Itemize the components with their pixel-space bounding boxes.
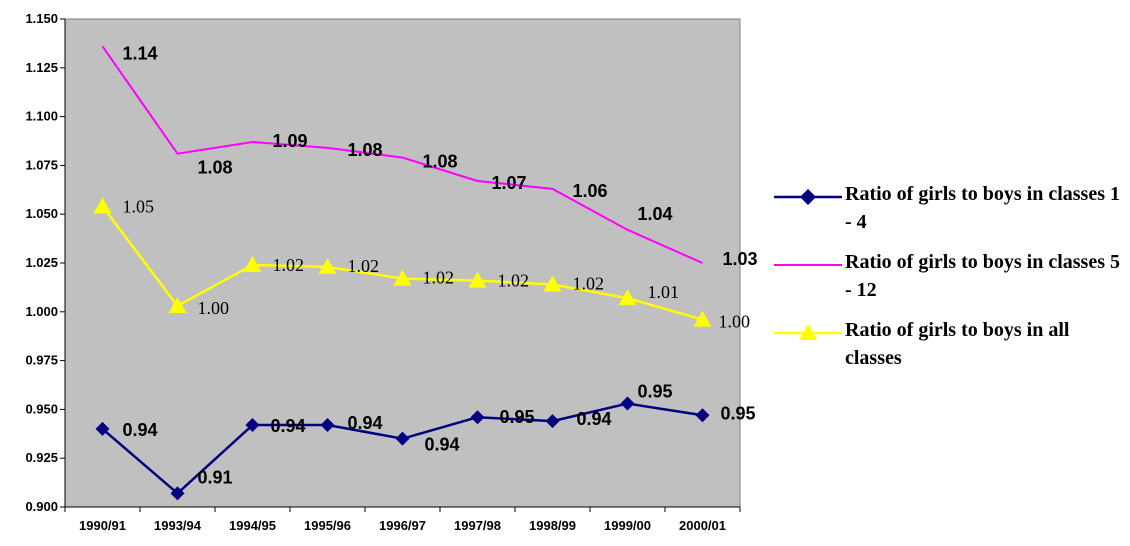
x-ticks: 1990/91 1993/94 1994/95 1995/96 1996/97 1997/… bbox=[64, 507, 741, 533]
data-label: 1.02 bbox=[573, 273, 605, 293]
triangle-marker bbox=[618, 289, 637, 306]
data-label: 0.94 bbox=[425, 435, 460, 455]
diamond-marker bbox=[470, 410, 485, 425]
diamond-marker bbox=[695, 408, 710, 423]
y-tick-label: 0.975 bbox=[25, 353, 58, 368]
x-tick-label: 1998/99 bbox=[529, 518, 576, 533]
data-label: 1.08 bbox=[348, 140, 383, 160]
data-label: 1.05 bbox=[123, 196, 155, 216]
triangle-marker bbox=[243, 255, 262, 272]
x-tick-label: 1997/98 bbox=[454, 518, 501, 533]
y-tick-label: 1.025 bbox=[25, 255, 58, 270]
data-labels: 0.94 0.91 0.94 0.94 0.94 0.95 0.94 0.95 0.95 1.14… bbox=[123, 43, 758, 487]
data-label: 1.00 bbox=[198, 298, 230, 318]
data-label: 0.94 bbox=[271, 416, 306, 436]
data-label: 1.02 bbox=[273, 255, 305, 275]
x-tick-label: 1995/96 bbox=[304, 518, 351, 533]
data-label: 1.14 bbox=[123, 43, 158, 63]
triangle-marker bbox=[393, 269, 412, 286]
data-label: 0.91 bbox=[198, 467, 233, 487]
data-label: 1.06 bbox=[573, 181, 608, 201]
x-tick-label: 1999/00 bbox=[604, 518, 651, 533]
data-label: 1.07 bbox=[492, 173, 527, 193]
series-markers bbox=[93, 197, 712, 501]
legend-item-all-classes: Ratio of girls to boys in all classes bbox=[772, 316, 1127, 384]
data-label: 0.95 bbox=[638, 382, 673, 402]
plot-area bbox=[64, 18, 741, 508]
y-tick-label: 1.050 bbox=[25, 206, 58, 221]
diamond-marker bbox=[395, 431, 410, 446]
data-label: 0.94 bbox=[577, 409, 612, 429]
triangle-marker bbox=[693, 310, 712, 327]
legend: Ratio of girls to boys in classes 1 - 4 … bbox=[772, 180, 1127, 384]
diamond-marker bbox=[245, 418, 260, 433]
y-tick-label: 1.150 bbox=[25, 11, 58, 26]
legend-item-classes-5-12: Ratio of girls to boys in classes 5 - 12 bbox=[772, 248, 1127, 316]
triangle-marker bbox=[93, 197, 112, 214]
x-tick-label: 1994/95 bbox=[229, 518, 276, 533]
legend-item-classes-1-4: Ratio of girls to boys in classes 1 - 4 bbox=[772, 180, 1127, 248]
x-tick-label: 1996/97 bbox=[379, 518, 426, 533]
diamond-marker bbox=[620, 396, 635, 411]
triangle-marker bbox=[543, 275, 562, 292]
data-label: 0.95 bbox=[721, 403, 756, 423]
data-label: 1.08 bbox=[198, 158, 233, 178]
legend-label: Ratio of girls to boys in all classes bbox=[845, 319, 1070, 369]
data-label: 0.94 bbox=[123, 420, 158, 440]
legend-label: Ratio of girls to boys in classes 1 - 4 bbox=[845, 183, 1120, 233]
legend-label: Ratio of girls to boys in classes 5 - 12 bbox=[845, 251, 1120, 301]
legend-swatch-triangle bbox=[774, 324, 842, 340]
y-ticks: 0.900 0.925 0.950 0.975 1.000 1.025 1.050 1.075… bbox=[25, 11, 65, 514]
x-tick-label: 1993/94 bbox=[154, 518, 202, 533]
data-label: 1.02 bbox=[423, 268, 455, 288]
y-tick-label: 0.925 bbox=[25, 450, 58, 465]
data-label: 1.09 bbox=[273, 131, 308, 151]
data-label: 1.01 bbox=[648, 282, 680, 302]
y-tick-label: 1.075 bbox=[25, 157, 58, 172]
data-label: 1.02 bbox=[498, 271, 530, 291]
data-label: 0.95 bbox=[500, 407, 535, 427]
x-tick-label: 2000/01 bbox=[679, 518, 726, 533]
y-tick-label: 1.100 bbox=[25, 109, 58, 124]
data-label: 1.08 bbox=[423, 152, 458, 172]
data-label: 1.02 bbox=[348, 256, 380, 276]
y-tick-label: 0.950 bbox=[25, 401, 58, 416]
triangle-marker bbox=[168, 296, 187, 313]
legend-swatch-diamond bbox=[774, 189, 842, 205]
triangle-marker bbox=[318, 257, 337, 274]
y-tick-label: 1.125 bbox=[25, 60, 58, 75]
diamond-marker bbox=[95, 421, 110, 436]
diamond-marker bbox=[320, 418, 335, 433]
data-label: 1.03 bbox=[723, 249, 758, 269]
data-label: 0.94 bbox=[348, 413, 383, 433]
triangle-marker bbox=[468, 271, 487, 288]
series-line-1 bbox=[101, 45, 703, 264]
diamond-marker bbox=[545, 414, 560, 429]
data-label: 1.00 bbox=[719, 312, 751, 332]
x-tick-label: 1990/91 bbox=[79, 518, 126, 533]
data-label: 1.04 bbox=[638, 204, 673, 224]
y-tick-label: 0.900 bbox=[25, 499, 58, 514]
y-tick-label: 1.000 bbox=[25, 304, 58, 319]
diamond-marker bbox=[170, 486, 185, 501]
legend-swatch-line bbox=[774, 264, 842, 266]
